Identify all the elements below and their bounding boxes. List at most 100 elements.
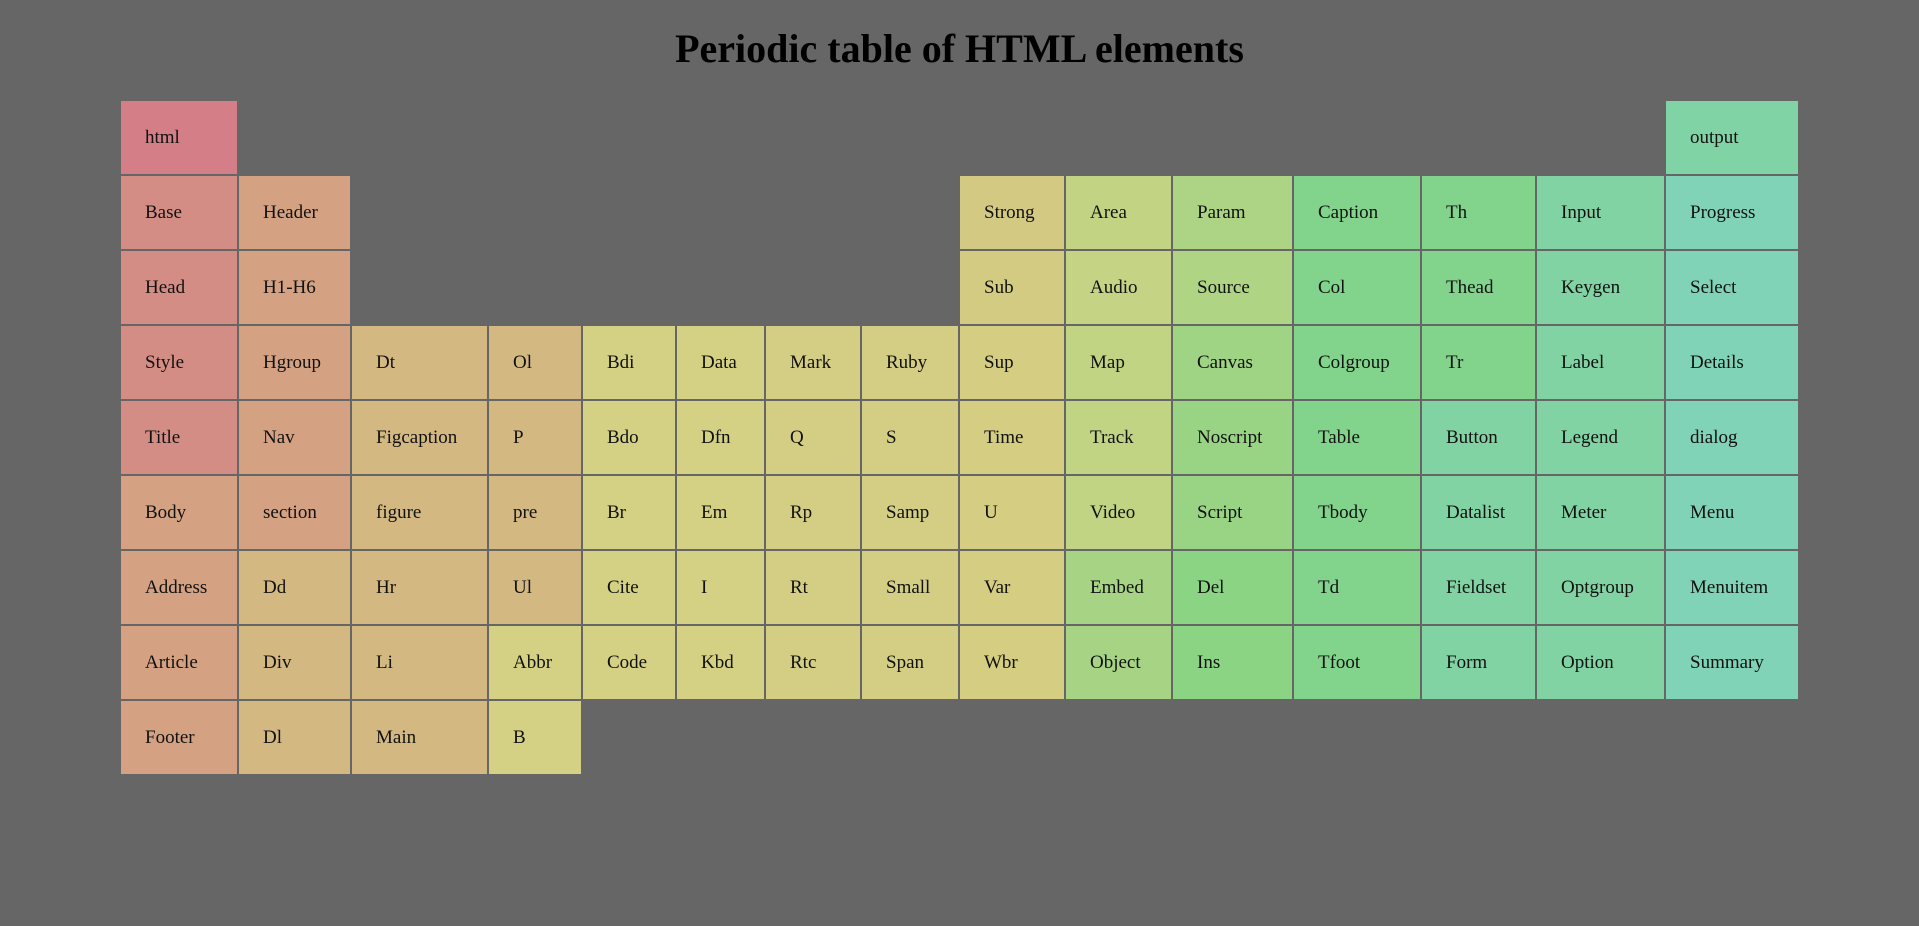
element-cell-em[interactable]: Em <box>676 475 765 550</box>
element-cell-data[interactable]: Data <box>676 325 765 400</box>
element-cell-canvas[interactable]: Canvas <box>1172 325 1293 400</box>
element-cell-footer[interactable]: Footer <box>120 700 238 775</box>
element-cell-dt[interactable]: Dt <box>351 325 488 400</box>
element-cell-ins[interactable]: Ins <box>1172 625 1293 700</box>
element-cell-dialog[interactable]: dialog <box>1665 400 1799 475</box>
element-cell-nav[interactable]: Nav <box>238 400 351 475</box>
element-cell-table[interactable]: Table <box>1293 400 1421 475</box>
element-cell-hgroup[interactable]: Hgroup <box>238 325 351 400</box>
element-cell-article[interactable]: Article <box>120 625 238 700</box>
element-cell-td[interactable]: Td <box>1293 550 1421 625</box>
element-cell-fieldset[interactable]: Fieldset <box>1421 550 1536 625</box>
element-cell-b[interactable]: B <box>488 700 582 775</box>
element-cell-cite[interactable]: Cite <box>582 550 676 625</box>
element-cell-head[interactable]: Head <box>120 250 238 325</box>
element-cell-br[interactable]: Br <box>582 475 676 550</box>
element-cell-menu[interactable]: Menu <box>1665 475 1799 550</box>
element-cell-legend[interactable]: Legend <box>1536 400 1665 475</box>
element-cell-address[interactable]: Address <box>120 550 238 625</box>
element-cell-abbr[interactable]: Abbr <box>488 625 582 700</box>
element-cell-script[interactable]: Script <box>1172 475 1293 550</box>
element-cell-var[interactable]: Var <box>959 550 1065 625</box>
element-cell-dfn[interactable]: Dfn <box>676 400 765 475</box>
element-cell-p[interactable]: P <box>488 400 582 475</box>
element-cell-span[interactable]: Span <box>861 625 959 700</box>
element-cell-dl[interactable]: Dl <box>238 700 351 775</box>
element-cell-pre[interactable]: pre <box>488 475 582 550</box>
element-cell-strong[interactable]: Strong <box>959 175 1065 250</box>
element-cell-tbody[interactable]: Tbody <box>1293 475 1421 550</box>
element-cell-q[interactable]: Q <box>765 400 861 475</box>
element-cell-th[interactable]: Th <box>1421 175 1536 250</box>
element-cell-audio[interactable]: Audio <box>1065 250 1172 325</box>
element-cell-menuitem[interactable]: Menuitem <box>1665 550 1799 625</box>
element-cell-colgroup[interactable]: Colgroup <box>1293 325 1421 400</box>
element-cell-noscript[interactable]: Noscript <box>1172 400 1293 475</box>
element-cell-ul[interactable]: Ul <box>488 550 582 625</box>
element-cell-kbd[interactable]: Kbd <box>676 625 765 700</box>
element-cell-h1-h6[interactable]: H1-H6 <box>238 250 351 325</box>
element-cell-rt[interactable]: Rt <box>765 550 861 625</box>
element-cell-section[interactable]: section <box>238 475 351 550</box>
element-cell-select[interactable]: Select <box>1665 250 1799 325</box>
element-cell-output[interactable]: output <box>1665 100 1799 175</box>
element-cell-sup[interactable]: Sup <box>959 325 1065 400</box>
element-cell-rp[interactable]: Rp <box>765 475 861 550</box>
element-cell-header[interactable]: Header <box>238 175 351 250</box>
element-cell-rtc[interactable]: Rtc <box>765 625 861 700</box>
element-cell-main[interactable]: Main <box>351 700 488 775</box>
element-cell-dd[interactable]: Dd <box>238 550 351 625</box>
element-cell-code[interactable]: Code <box>582 625 676 700</box>
element-cell-bdo[interactable]: Bdo <box>582 400 676 475</box>
element-cell-summary[interactable]: Summary <box>1665 625 1799 700</box>
element-cell-details[interactable]: Details <box>1665 325 1799 400</box>
element-cell-html[interactable]: html <box>120 100 238 175</box>
element-cell-progress[interactable]: Progress <box>1665 175 1799 250</box>
element-cell-ruby[interactable]: Ruby <box>861 325 959 400</box>
element-cell-style[interactable]: Style <box>120 325 238 400</box>
element-cell-button[interactable]: Button <box>1421 400 1536 475</box>
element-cell-video[interactable]: Video <box>1065 475 1172 550</box>
element-cell-track[interactable]: Track <box>1065 400 1172 475</box>
element-cell-body[interactable]: Body <box>120 475 238 550</box>
element-cell-del[interactable]: Del <box>1172 550 1293 625</box>
element-cell-label[interactable]: Label <box>1536 325 1665 400</box>
element-cell-thead[interactable]: Thead <box>1421 250 1536 325</box>
element-cell-i[interactable]: I <box>676 550 765 625</box>
element-cell-caption[interactable]: Caption <box>1293 175 1421 250</box>
element-cell-tfoot[interactable]: Tfoot <box>1293 625 1421 700</box>
element-cell-title[interactable]: Title <box>120 400 238 475</box>
element-cell-ol[interactable]: Ol <box>488 325 582 400</box>
element-cell-sub[interactable]: Sub <box>959 250 1065 325</box>
element-cell-keygen[interactable]: Keygen <box>1536 250 1665 325</box>
element-cell-form[interactable]: Form <box>1421 625 1536 700</box>
element-cell-source[interactable]: Source <box>1172 250 1293 325</box>
element-cell-small[interactable]: Small <box>861 550 959 625</box>
element-cell-li[interactable]: Li <box>351 625 488 700</box>
element-cell-param[interactable]: Param <box>1172 175 1293 250</box>
element-cell-object[interactable]: Object <box>1065 625 1172 700</box>
element-cell-col[interactable]: Col <box>1293 250 1421 325</box>
element-cell-optgroup[interactable]: Optgroup <box>1536 550 1665 625</box>
element-cell-figcaption[interactable]: Figcaption <box>351 400 488 475</box>
element-cell-datalist[interactable]: Datalist <box>1421 475 1536 550</box>
element-cell-option[interactable]: Option <box>1536 625 1665 700</box>
element-cell-bdi[interactable]: Bdi <box>582 325 676 400</box>
element-cell-input[interactable]: Input <box>1536 175 1665 250</box>
element-cell-tr[interactable]: Tr <box>1421 325 1536 400</box>
element-cell-figure[interactable]: figure <box>351 475 488 550</box>
element-cell-embed[interactable]: Embed <box>1065 550 1172 625</box>
element-cell-base[interactable]: Base <box>120 175 238 250</box>
element-cell-mark[interactable]: Mark <box>765 325 861 400</box>
element-cell-area[interactable]: Area <box>1065 175 1172 250</box>
element-cell-meter[interactable]: Meter <box>1536 475 1665 550</box>
element-cell-map[interactable]: Map <box>1065 325 1172 400</box>
element-cell-div[interactable]: Div <box>238 625 351 700</box>
element-cell-time[interactable]: Time <box>959 400 1065 475</box>
element-cell-hr[interactable]: Hr <box>351 550 488 625</box>
element-cell-samp[interactable]: Samp <box>861 475 959 550</box>
element-cell-s[interactable]: S <box>861 400 959 475</box>
element-cell-wbr[interactable]: Wbr <box>959 625 1065 700</box>
element-cell-u[interactable]: U <box>959 475 1065 550</box>
